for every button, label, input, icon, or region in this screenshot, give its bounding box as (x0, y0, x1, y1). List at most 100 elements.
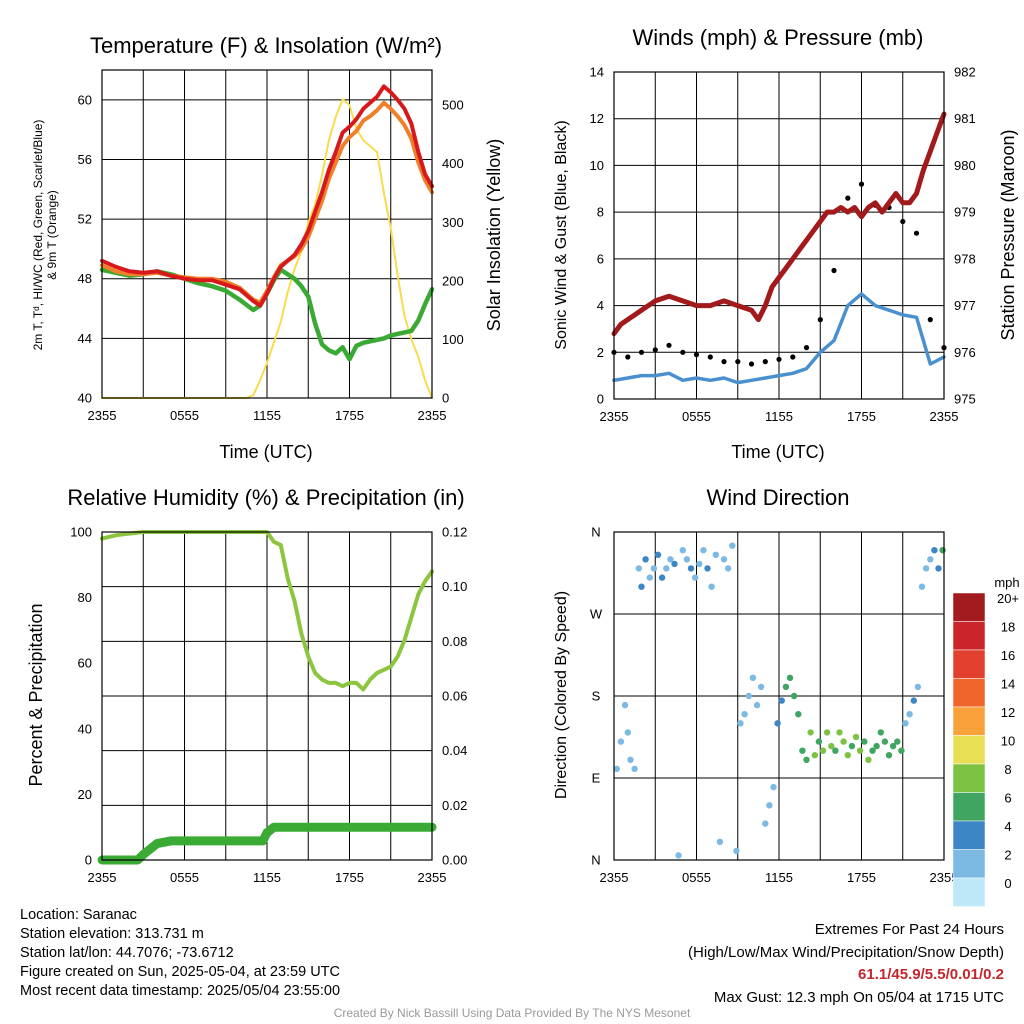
direction-point (881, 738, 889, 745)
direction-point (823, 729, 831, 736)
direction-point (931, 547, 938, 554)
rh-y2tick-label: 0.02 (442, 798, 467, 813)
direction-point (861, 738, 868, 745)
station-location: Location: Saranac (20, 907, 137, 923)
colorbar-swatch (952, 621, 986, 651)
temp-ytick-label: 60 (78, 92, 92, 107)
direction-point (898, 747, 905, 754)
temp-panel-title: Temperature (F) & Insolation (W/m²) (90, 33, 442, 58)
rh-panel-title: Relative Humidity (%) & Precipitation (i… (67, 485, 464, 510)
direction-point (811, 752, 818, 759)
gust-point (735, 359, 741, 365)
direction-point (766, 802, 773, 809)
gust-point (638, 349, 645, 355)
rh-ytick-label: 0 (85, 853, 92, 868)
wind-ytick-label: 6 (597, 251, 604, 266)
rh-y2tick-label: 0.04 (442, 743, 467, 758)
wind-ytick-label: 2 (597, 345, 604, 360)
direction-point (741, 711, 748, 718)
direction-point (778, 697, 785, 704)
direction-point (939, 547, 946, 554)
station-elevation: Station elevation: 313.731 m (20, 926, 204, 942)
colorbar-label: 6 (1004, 791, 1011, 806)
direction-point (774, 720, 781, 727)
direction-point (679, 547, 686, 554)
wind-xtick-label: 2355 (930, 409, 959, 424)
direction-point (654, 551, 662, 558)
direction-point (724, 565, 732, 572)
rh-ytick-label: 80 (78, 590, 92, 605)
direction-point (885, 752, 893, 759)
temp-ytick-label: 44 (78, 331, 92, 346)
direction-point (658, 574, 666, 581)
colorbar-label: 12 (1001, 705, 1015, 720)
colorbar-label: 0 (1004, 876, 1011, 891)
direction-point (786, 674, 794, 681)
dir-ylabel-left: Direction (Colored By Speed) (553, 591, 570, 799)
direction-point (840, 738, 847, 745)
colorbar-label: 14 (1001, 677, 1015, 692)
dir-xtick-label: 1155 (765, 870, 793, 885)
direction-point (935, 565, 942, 572)
wind-y2tick-label: 975 (954, 392, 976, 407)
temp-xtick-label: 2355 (418, 408, 447, 423)
wind-y2tick-label: 976 (954, 345, 976, 360)
max-gust: Max Gust: 12.3 mph On 05/04 at 1715 UTC (713, 988, 1004, 1006)
direction-point (683, 556, 691, 563)
wind-ytick-label: 12 (590, 111, 604, 126)
gust-point (625, 354, 631, 360)
temp-y2tick-label: 200 (442, 273, 464, 288)
rh-frame (101, 531, 433, 861)
direction-point (914, 683, 922, 691)
temp-xtick-label: 1155 (253, 408, 281, 423)
colorbar-label: 8 (1004, 762, 1011, 777)
temp-ytick-label: 40 (78, 391, 92, 406)
temp-ylabel-1: 2m T, Tᵈ, HI/WC (Red, Green, Scarlet/Blu… (31, 120, 45, 351)
direction-point (856, 747, 864, 754)
dir-ytick-label: W (590, 607, 603, 622)
temp-y2tick-label: 100 (442, 332, 464, 347)
dir-ytick-label: E (592, 771, 601, 786)
gust-point (927, 317, 933, 323)
wind-ytick-label: 0 (597, 392, 604, 407)
direction-point (675, 852, 682, 859)
figure-created: Figure created on Sun, 2025-05-04, at 23… (20, 964, 340, 980)
rh-ytick-label: 100 (70, 525, 92, 540)
temp-y2tick-label: 0 (442, 391, 449, 406)
colorbar-label: 2 (1004, 848, 1011, 863)
wind-y2tick-label: 979 (954, 205, 976, 220)
direction-point (753, 701, 761, 709)
temp-y2tick-label: 500 (442, 98, 464, 113)
wind-y2tick-label: 980 (954, 158, 976, 173)
direction-point (745, 692, 752, 700)
direction-point (762, 820, 769, 827)
wind-frame (613, 71, 945, 400)
temp-2m-line (100, 84, 434, 308)
rh-y2tick-label: 0.10 (442, 579, 467, 594)
direction-point (700, 547, 707, 554)
rh-ytick-label: 20 (78, 787, 92, 802)
direction-point (832, 747, 839, 754)
rh-xtick-label: 0555 (170, 870, 199, 885)
direction-point (844, 752, 851, 759)
temp-y2tick-label: 300 (442, 215, 464, 230)
dir-ytick-label: N (591, 525, 600, 540)
direction-point (799, 747, 806, 754)
rh-y2tick-label: 0.08 (442, 634, 467, 649)
temp-y2tick-label: 400 (442, 156, 464, 171)
direction-point (918, 583, 926, 590)
direction-point (770, 783, 777, 791)
precipitation-line (97, 822, 437, 865)
direction-point (757, 683, 765, 691)
colorbar-swatch (952, 849, 986, 879)
wind-ytick-label: 4 (597, 298, 604, 313)
colorbar-swatch (952, 592, 986, 622)
colorbar-swatch (952, 678, 986, 708)
direction-point (819, 747, 827, 754)
rh-y2tick-label: 0.06 (442, 689, 467, 704)
temp-ylabel-right: Solar Insolation (Yellow) (484, 139, 504, 331)
colorbar-label: 18 (1001, 620, 1015, 635)
direction-point (712, 551, 719, 558)
rh-ytick-label: 60 (78, 656, 92, 671)
direction-point (708, 583, 715, 590)
